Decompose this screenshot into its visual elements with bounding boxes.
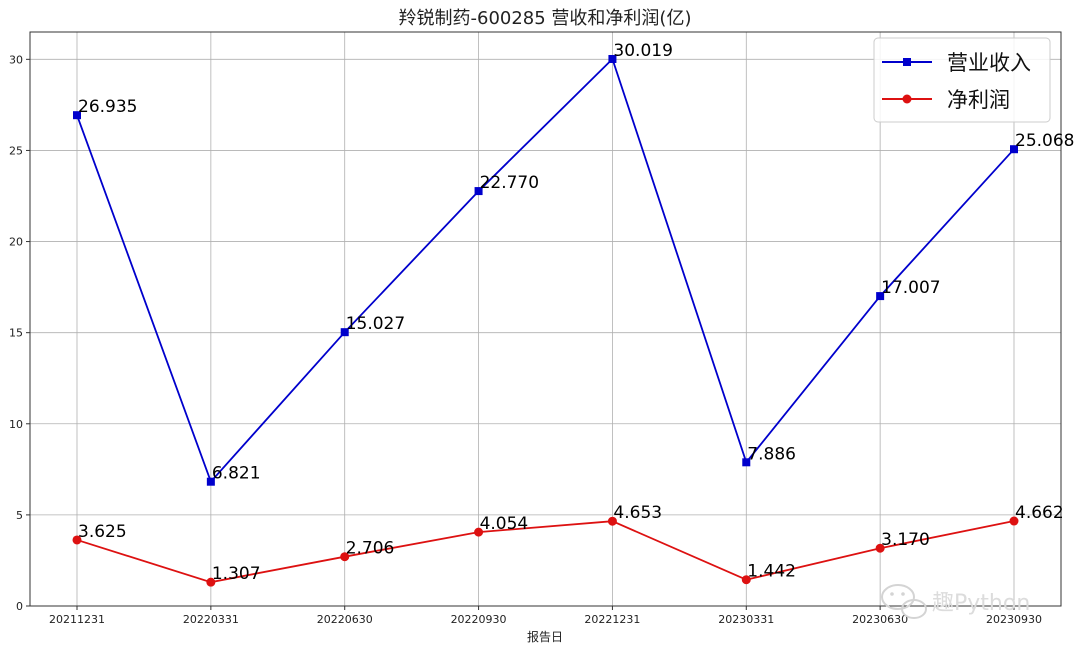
series-layer	[72, 54, 1019, 587]
data-label: 7.886	[747, 444, 796, 464]
watermark: 趣Python	[881, 584, 1030, 619]
data-label: 3.625	[78, 522, 127, 542]
wechat-icon	[881, 584, 927, 619]
legend-entry-net-profit: 净利润	[882, 88, 1010, 112]
x-tick-label: 20220930	[451, 613, 507, 626]
y-tick-label: 5	[16, 509, 23, 522]
y-tick-label: 20	[9, 236, 23, 249]
x-axis-label: 报告日	[527, 629, 563, 644]
x-tick-label: 20230930	[986, 613, 1042, 626]
data-point	[474, 527, 484, 537]
data-point	[73, 111, 81, 120]
data-label: 4.054	[480, 514, 529, 534]
data-point	[741, 575, 751, 585]
series-line-0	[76, 57, 1015, 484]
data-label: 17.007	[881, 278, 940, 298]
legend: 营业收入 净利润	[873, 37, 1051, 123]
legend-box	[873, 37, 1051, 123]
watermark-text: 趣Python	[932, 591, 1030, 616]
data-point	[875, 543, 885, 553]
grid-lines	[30, 32, 1061, 607]
series-line-1	[76, 520, 1015, 584]
data-point	[742, 458, 751, 467]
x-tick-label: 20221231	[584, 613, 640, 626]
y-tick-label: 0	[16, 600, 23, 613]
data-point	[474, 187, 483, 196]
data-label: 15.027	[346, 314, 405, 334]
chart-title: 羚锐制药-600285 营收和净利润(亿)	[399, 8, 692, 29]
data-label: 4.653	[613, 503, 662, 523]
data-label: 1.442	[747, 562, 796, 582]
data-label: 2.706	[346, 539, 395, 559]
data-label: 26.935	[78, 97, 137, 117]
data-label: 4.662	[1015, 503, 1064, 523]
x-tick-label: 20220331	[183, 613, 239, 626]
y-tick-label: 25	[9, 144, 23, 157]
legend-label-revenue: 营业收入	[947, 51, 1031, 75]
data-label: 6.821	[212, 464, 261, 484]
legend-marker	[902, 94, 912, 104]
data-point	[1010, 145, 1018, 154]
x-tick-label: 20211231	[49, 613, 105, 626]
data-point	[340, 552, 350, 562]
data-point	[72, 535, 82, 545]
legend-entry-revenue: 营业收入	[882, 51, 1031, 75]
data-point	[608, 54, 617, 63]
x-tick-label: 20230630	[852, 613, 908, 626]
y-tick-label: 15	[9, 327, 23, 340]
data-labels: 26.935 6.821 15.027 22.770 30.019 7.886 17.007…	[78, 41, 1074, 584]
y-tick-label: 30	[9, 53, 23, 66]
data-label: 1.307	[212, 564, 261, 584]
data-label: 3.170	[881, 530, 930, 550]
x-tick-label: 20220630	[317, 613, 373, 626]
legend-label-net-profit: 净利润	[947, 88, 1010, 112]
data-point	[206, 477, 215, 486]
y-tick-label: 10	[9, 418, 23, 431]
axes: 0 5 10 15 20 25 30 20211231 20220331 20220630 2022…	[9, 31, 1062, 626]
data-point	[876, 292, 885, 301]
data-label: 30.019	[613, 41, 672, 61]
data-point	[607, 516, 617, 526]
legend-marker	[903, 58, 911, 66]
data-point	[1009, 516, 1019, 526]
data-point	[206, 577, 216, 587]
plot-frame	[29, 31, 1062, 607]
x-tick-label: 20230331	[718, 613, 774, 626]
data-label: 25.068	[1015, 131, 1074, 151]
data-label: 22.770	[480, 173, 539, 193]
data-point	[340, 328, 349, 337]
